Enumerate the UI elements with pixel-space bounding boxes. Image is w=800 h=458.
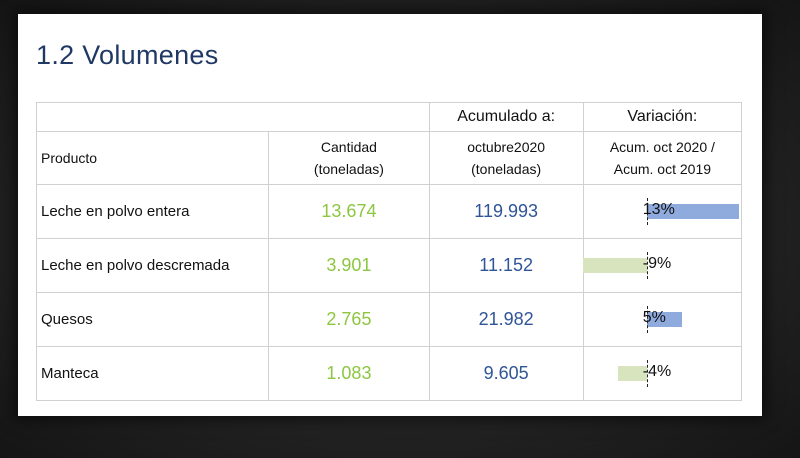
variacion-cell: 5%	[582, 292, 743, 347]
header-cantidad-label: Cantidad	[320, 139, 377, 155]
header-acumulado-sub: octubre2020 (toneladas)	[428, 131, 584, 185]
variacion-axis	[646, 198, 648, 225]
table-header-row-top: Acumulado a: Variación:	[36, 102, 743, 132]
variacion-label: 13%	[642, 201, 675, 218]
variacion-cell: -4%	[582, 346, 743, 401]
variacion-label: -4%	[642, 363, 672, 380]
variacion-cell: -9%	[582, 238, 743, 293]
acumulado-cell: 119.993	[428, 184, 584, 239]
variacion-bar	[618, 366, 647, 381]
acumulado-cell: 11.152	[428, 238, 584, 293]
table-row: Manteca 1.083 9.605 -4%	[35, 346, 743, 401]
header-cantidad: Cantidad (toneladas)	[268, 131, 430, 185]
variacion-bar	[646, 312, 683, 327]
header-variacion-line2: Acum. oct 2019	[613, 161, 712, 177]
acumulado-cell: 9.605	[428, 346, 584, 401]
variacion-axis	[646, 360, 648, 387]
header-acumulado-unit: (toneladas)	[471, 161, 542, 177]
cantidad-cell: 3.901	[268, 238, 430, 293]
header-variacion-sub: Acum. oct 2020 / Acum. oct 2019	[582, 131, 743, 185]
producto-cell: Leche en polvo entera	[35, 184, 270, 239]
table-row: Leche en polvo entera 13.674 119.993 13%	[35, 184, 743, 239]
table-header-row: Producto Cantidad (toneladas) octubre202…	[35, 131, 743, 185]
producto-cell: Manteca	[35, 346, 270, 401]
variacion-axis	[646, 252, 648, 279]
cantidad-cell: 1.083	[268, 346, 430, 401]
variacion-bar	[582, 258, 647, 273]
acumulado-cell: 21.982	[428, 292, 584, 347]
header-variacion: Variación:	[582, 102, 743, 132]
header-acumulado: Acumulado a:	[428, 102, 584, 132]
producto-cell: Quesos	[35, 292, 270, 347]
variacion-label: 5%	[642, 309, 666, 326]
variacion-bar	[646, 204, 740, 219]
header-acumulado-date: octubre2020	[467, 139, 546, 155]
cantidad-cell: 13.674	[268, 184, 430, 239]
volumes-table: Acumulado a: Variación: Producto Cantida…	[35, 102, 743, 401]
header-cantidad-unit: (toneladas)	[313, 161, 384, 177]
table-row: Quesos 2.765 21.982 5%	[35, 292, 743, 347]
variacion-label: -9%	[642, 255, 672, 272]
slide: 1.2 Volumenes Acumulado a: Variación: Pr…	[18, 14, 762, 416]
producto-cell: Leche en polvo descremada	[35, 238, 270, 293]
page-title: 1.2 Volumenes	[36, 40, 219, 70]
variacion-cell: 13%	[582, 184, 743, 239]
variacion-axis	[646, 306, 648, 333]
table-row: Leche en polvo descremada 3.901 11.152 -…	[35, 238, 743, 293]
cantidad-cell: 2.765	[268, 292, 430, 347]
header-variacion-line1: Acum. oct 2020 /	[609, 139, 715, 155]
header-producto: Producto	[35, 131, 270, 185]
header-empty-cell	[36, 102, 430, 132]
